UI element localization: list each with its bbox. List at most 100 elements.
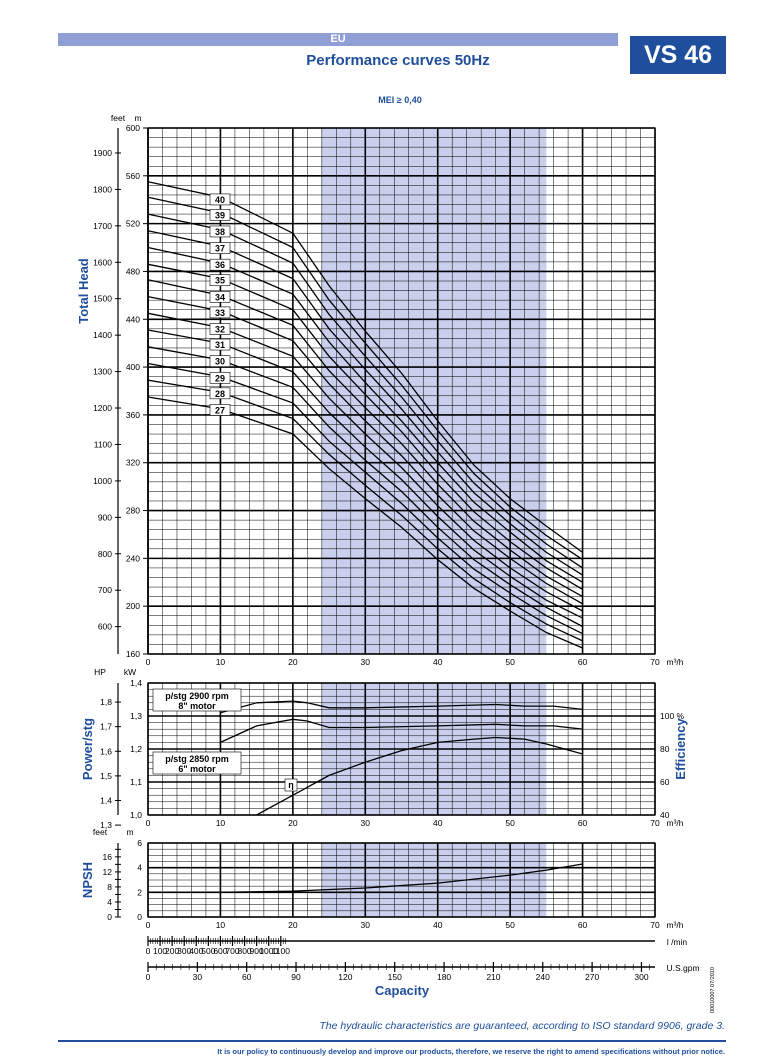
npsh-unit-m: m	[126, 827, 133, 837]
npsh-tick-x: 30	[361, 920, 371, 930]
npsh-tick-feet: 4	[107, 897, 112, 907]
head-tick-m: 400	[126, 362, 140, 372]
power-tick-hp: 1,7	[100, 722, 112, 732]
gpm-tick: 240	[536, 972, 550, 982]
footer-divider	[58, 1040, 726, 1042]
power-tick-kw: 1,1	[130, 777, 142, 787]
lmin-tick: 500	[201, 946, 215, 956]
head-tick-x: 60	[578, 657, 588, 667]
head-ylabel: Total Head	[76, 258, 91, 324]
power-tick-hp: 1,5	[100, 771, 112, 781]
lmin-tick: 700	[225, 946, 239, 956]
gpm-tick: 270	[585, 972, 599, 982]
power-tick-kw: 1,4	[130, 678, 142, 688]
head-curve-40	[147, 181, 583, 553]
power-tick-hp: 1,4	[100, 795, 112, 805]
head-curve-32	[147, 312, 583, 612]
power-curve-2	[256, 736, 583, 816]
gpm-tick: 210	[486, 972, 500, 982]
page-title: Performance curves 50Hz	[306, 52, 490, 69]
curve-label-40: 40	[215, 195, 225, 205]
power-tick-hp: 1,3	[100, 820, 112, 830]
lmin-tick: 1000	[259, 946, 278, 956]
power-unit-hp: HP	[94, 667, 106, 677]
curve-label-box	[209, 323, 231, 335]
eff-tick: 100 %	[660, 711, 685, 721]
annot-8motor: 8" motor	[178, 701, 216, 711]
head-tick-feet: 900	[98, 512, 112, 522]
head-tick-m: 520	[126, 219, 140, 229]
curve-label-box	[209, 338, 231, 351]
npsh-curve	[220, 863, 583, 893]
npsh-tick-feet: 0	[107, 912, 112, 922]
head-tick-feet: 1900	[93, 148, 112, 158]
power-curve-1	[220, 718, 583, 743]
head-tick-x: 40	[433, 657, 443, 667]
npsh-tick-m: 6	[137, 838, 142, 848]
power-tick-kw: 1,0	[130, 810, 142, 820]
gpm-tick: 30	[193, 972, 203, 982]
annot-2900: p/stg 2900 rpm	[165, 691, 229, 701]
curve-label-box	[209, 306, 231, 319]
head-curve-33	[147, 295, 583, 605]
npsh-tick-feet: 12	[103, 867, 113, 877]
head-tick-feet: 1600	[93, 257, 112, 267]
capacity-label: Capacity	[375, 983, 430, 998]
head-tick-feet: 1100	[94, 439, 113, 449]
annot-2850: p/stg 2850 rpm	[165, 754, 229, 764]
eff-tick: 60	[660, 777, 670, 787]
power-tick-hp: 1,8	[100, 697, 112, 707]
curve-label-box	[209, 274, 231, 287]
head-unit-m: m	[134, 113, 141, 123]
lmin-tick: 100	[153, 946, 167, 956]
npsh-tick-x: 0	[146, 920, 151, 930]
power-tick-kw: 1,2	[130, 744, 142, 754]
power-tick-x: 50	[505, 818, 515, 828]
npsh-tick-x: 70	[650, 920, 660, 930]
npsh-tick-feet: 8	[107, 882, 112, 892]
curve-label-box	[209, 258, 231, 271]
power-tick-x: 70	[650, 818, 660, 828]
gpm-tick: 300	[634, 972, 648, 982]
lmin-tick: 800	[237, 946, 251, 956]
power-unit-kw: kW	[124, 667, 136, 677]
head-curve-30	[147, 346, 583, 628]
lmin-tick: 300	[177, 946, 191, 956]
head-curve-31	[147, 329, 583, 619]
annot-eta: η	[288, 780, 294, 790]
curve-label-box	[209, 242, 231, 254]
head-unit-feet: feet	[111, 113, 126, 123]
power-tick-x: 10	[216, 818, 226, 828]
head-tick-feet: 700	[98, 585, 112, 595]
annot-6motor: 6" motor	[178, 764, 216, 774]
annot-box-2850	[152, 751, 242, 775]
power-tick-x: 30	[361, 818, 371, 828]
head-curve-38	[147, 213, 583, 569]
gpm-unit: U.S.gpm	[666, 963, 699, 973]
head-tick-feet: 1200	[93, 403, 112, 413]
power-tick-x: 0	[146, 818, 151, 828]
head-tick-x: 70	[650, 657, 660, 667]
head-tick-m: 360	[126, 410, 140, 420]
npsh-tick-x: 20	[288, 920, 298, 930]
head-tick-feet: 1300	[93, 367, 112, 377]
power-tick-x: 40	[433, 818, 443, 828]
power-tick-kw: 1,3	[130, 711, 142, 721]
npsh-frame	[147, 842, 656, 918]
head-tick-m: 200	[126, 601, 140, 611]
lmin-unit: l /min	[667, 937, 688, 947]
head-curve-35	[147, 263, 583, 590]
npsh-unit-feet: feet	[93, 827, 108, 837]
gpm-tick: 90	[291, 972, 301, 982]
npsh-tick-x: 40	[433, 920, 443, 930]
curve-label-28: 28	[215, 389, 225, 399]
npsh-tick-m: 2	[137, 887, 142, 897]
gpm-tick: 60	[242, 972, 252, 982]
guarantee-note: The hydraulic characteristics are guaran…	[319, 1020, 725, 1032]
head-curve-36	[147, 246, 583, 583]
curve-label-29: 29	[215, 373, 225, 383]
head-tick-x: 20	[288, 657, 298, 667]
curve-label-39: 39	[215, 210, 225, 220]
curve-label-box	[209, 355, 231, 367]
head-tick-m: 480	[126, 266, 140, 276]
